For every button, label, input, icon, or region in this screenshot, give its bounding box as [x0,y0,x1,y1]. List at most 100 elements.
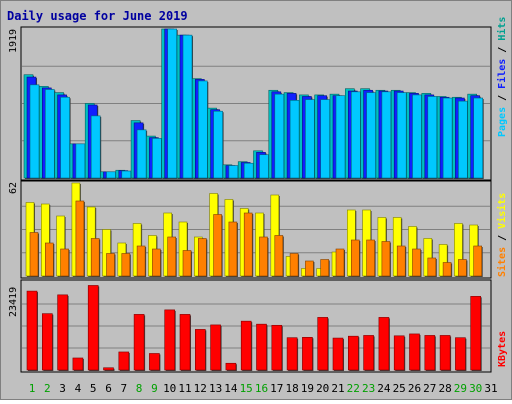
chart-title: Daily usage for June 2019 [7,9,188,23]
bar-kbytes-day-17 [271,324,283,371]
bar-sites-day-12 [198,238,208,277]
bar-pages-day-1-face [29,84,40,179]
bar-sites-day-27-face [427,257,437,277]
bar-pages-day-16-face [259,154,269,179]
legend-kbytes: KBytes [497,331,508,367]
bar-kbytes-day-15-face [240,320,252,371]
bar-pages-day-29 [458,100,469,179]
bar-pages-day-24 [381,91,392,179]
bar-kbytes-day-21 [332,337,344,371]
x-tick-day-27: 27 [423,382,436,395]
legend-visits: Visits [496,193,508,229]
bar-sites-day-22-face [350,239,360,277]
bar-pages-day-23-face [366,92,376,179]
bar-sites-day-22 [350,239,361,277]
bar-kbytes-day-28 [439,335,452,371]
bar-sites-day-30-face [473,245,483,277]
bar-kbytes-day-24-face [378,317,390,371]
bar-pages-day-14-face [228,165,239,179]
bar-sites-day-2 [44,242,55,277]
bar-sites-day-12-face [198,238,207,277]
bar-pages-day-2 [44,89,56,179]
bar-sites-day-16 [259,236,269,277]
bar-kbytes-day-17-face [271,324,283,371]
bar-kbytes-day-20 [317,317,329,371]
bar-pages-day-27-face [427,96,438,179]
bar-kbytes-day-4 [72,357,84,371]
bar-sites-day-8-face [136,245,146,277]
bar-kbytes-day-23-face [363,335,374,371]
bar-kbytes-day-19 [302,337,314,371]
bar-kbytes-day-20-face [317,317,329,371]
bar-sites-day-11 [182,250,192,277]
bar-kbytes-day-4-face [72,357,84,371]
bar-pages-day-26 [412,94,423,179]
x-tick-day-3: 3 [59,382,66,395]
bar-sites-day-24-face [381,241,391,277]
bar-kbytes-day-3 [57,294,69,371]
bar-pages-day-13-face [213,110,223,179]
bar-pages-day-30-face [473,97,484,179]
bar-kbytes-day-29 [455,337,467,371]
legend-pages: Pages [497,107,508,137]
bar-kbytes-day-6 [103,367,115,371]
bar-sites-day-2-face [44,242,54,277]
bar-pages-day-22-face [350,91,361,179]
bar-kbytes-day-8 [133,314,146,371]
bar-sites-day-3 [60,248,70,277]
x-tick-day-15: 15 [240,382,253,395]
bar-pages-day-11 [182,34,193,179]
x-tick-day-25: 25 [393,382,406,395]
kbytes-ymax-label: 23419 [8,287,19,317]
bar-kbytes-day-28-face [439,335,451,371]
bar-sites-day-15 [243,212,254,277]
bar-sites-day-26 [412,248,422,277]
bar-pages-day-6-face [106,171,116,179]
bar-kbytes-day-5-face [87,285,99,371]
bar-kbytes-day-10 [164,309,176,371]
bar-sites-day-7-face [121,253,131,277]
x-tick-day-7: 7 [120,382,127,395]
legend-hits: Hits [496,17,508,41]
bar-pages-day-9 [152,138,163,179]
x-tick-day-4: 4 [75,382,82,395]
bar-kbytes-day-30-face [470,296,482,371]
x-tick-day-26: 26 [408,382,421,395]
bar-sites-day-14-face [228,221,238,277]
bar-pages-day-1 [29,84,40,179]
bar-pages-day-4 [75,143,86,179]
bar-pages-day-2-face [44,89,55,179]
bar-kbytes-day-29-face [455,337,466,371]
bar-kbytes-day-22-face [347,335,359,371]
x-tick-day-5: 5 [90,382,97,395]
bar-sites-day-10-face [167,236,176,277]
bar-kbytes-day-3-face [57,294,68,371]
bar-sites-day-13-face [213,214,222,277]
x-tick-day-8: 8 [136,382,143,395]
bar-pages-day-5-face [90,115,101,179]
bar-kbytes-day-30 [470,296,482,371]
visits-ymax-label: 62 [8,182,19,194]
bar-pages-day-19-face [305,99,315,179]
x-tick-day-18: 18 [285,382,298,395]
legend-files: Files [496,59,508,89]
bar-pages-day-17-face [274,93,285,179]
bar-pages-day-30 [473,97,484,179]
x-tick-day-10: 10 [163,382,176,395]
bar-sites-day-17 [274,235,284,277]
bar-pages-day-28 [442,97,454,179]
bar-kbytes-day-15 [240,320,253,371]
bar-sites-day-24 [381,241,391,277]
bar-sites-day-28 [442,262,453,277]
bar-pages-day-10 [167,28,178,179]
bar-sites-day-10 [167,236,177,277]
bar-kbytes-day-27 [424,335,436,371]
bar-sites-day-21-face [335,248,345,277]
bar-sites-day-1-face [29,232,39,277]
bar-pages-day-27 [427,96,438,179]
hits-ymax-label: 1919 [8,29,19,53]
bar-kbytes-day-16 [256,323,268,371]
bar-kbytes-day-11 [179,314,191,371]
bar-kbytes-day-27-face [424,335,436,371]
